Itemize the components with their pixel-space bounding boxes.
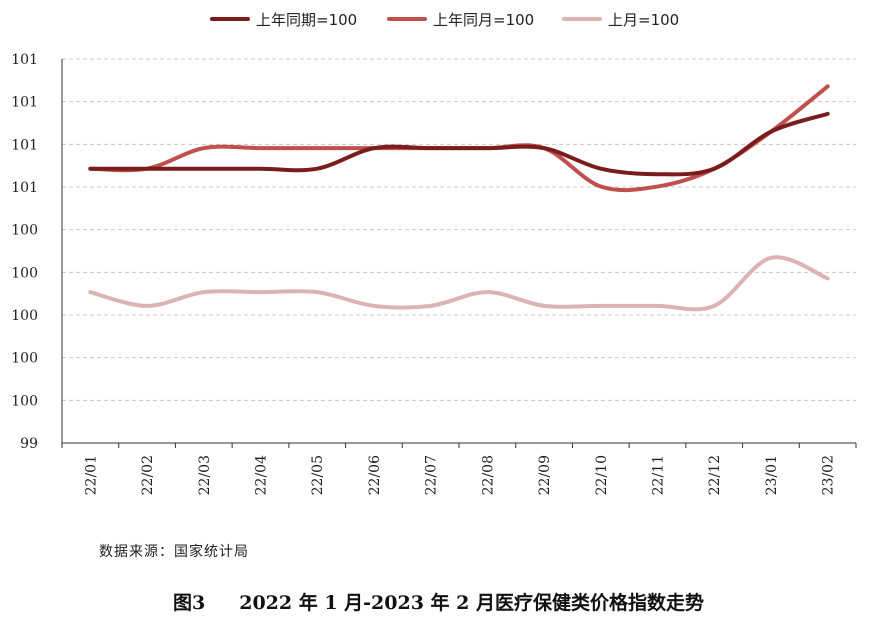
x-tick-label: 22/07 [424, 455, 440, 495]
x-tick-label: 22/06 [367, 455, 383, 495]
legend-item-mom: 上月=100 [562, 8, 679, 30]
x-tick-label: 22/01 [83, 455, 99, 495]
chart-legend: 上年同期=100 上年同月=100 上月=100 [0, 8, 877, 30]
legend-label: 上年同月=100 [433, 10, 535, 29]
y-tick-label: 101 [11, 180, 38, 196]
y-tick-label: 100 [11, 223, 38, 239]
x-tick-label: 22/12 [707, 455, 723, 495]
y-tick-label: 100 [11, 308, 38, 324]
y-tick-label: 100 [11, 351, 38, 367]
y-tick-label: 101 [11, 52, 38, 68]
legend-swatch [210, 17, 250, 21]
x-tick-label: 22/09 [537, 455, 553, 495]
series-line [88, 255, 830, 312]
x-tick-label: 22/08 [480, 455, 496, 495]
y-tick-label: 100 [11, 265, 38, 281]
legend-label: 上月=100 [608, 10, 680, 29]
x-tick-label: 22/04 [254, 455, 270, 495]
legend-item-yoy-period: 上年同期=100 [210, 8, 357, 30]
figure-title: 2022 年 1 月-2023 年 2 月医疗保健类价格指数走势 [239, 592, 704, 614]
figure-number: 图3 [172, 592, 206, 614]
x-tick-label: 22/02 [140, 455, 156, 495]
x-tick-label: 23/02 [821, 455, 837, 495]
series-line [88, 111, 830, 177]
x-tick-label: 23/01 [764, 455, 780, 495]
legend-swatch [562, 17, 602, 21]
y-tick-label: 101 [11, 137, 38, 153]
source-note: 数据来源：国家统计局 [99, 544, 249, 560]
x-tick-label: 22/11 [651, 455, 667, 495]
y-tick-label: 101 [11, 95, 38, 111]
series-line [88, 84, 830, 193]
figure-caption: 图3 2022 年 1 月-2023 年 2 月医疗保健类价格指数走势 [0, 588, 877, 615]
legend-swatch [387, 17, 427, 21]
x-tick-label: 22/03 [197, 455, 213, 495]
y-tick-label: 100 [11, 393, 38, 409]
legend-item-yoy-month: 上年同月=100 [387, 8, 534, 30]
y-tick-label: 99 [20, 436, 38, 452]
legend-label: 上年同期=100 [256, 10, 358, 29]
x-tick-label: 22/10 [594, 455, 610, 495]
x-tick-label: 22/05 [310, 455, 326, 495]
